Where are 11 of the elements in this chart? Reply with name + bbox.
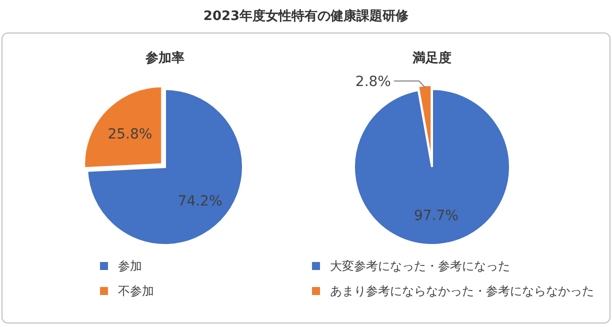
chart-title: 参加率 [144, 50, 184, 66]
legend-label: 大変参考になった・参考になった [330, 259, 510, 273]
legend-label: 参加 [118, 259, 142, 273]
text: 2023年度女性特有の健康課題研修 [203, 8, 410, 24]
data-label: 74.2% [178, 193, 222, 210]
legend-label: 不参加 [118, 284, 154, 298]
data-label: 97.7% [414, 208, 458, 224]
data-label: 25.8% [108, 126, 152, 143]
data-label: 2.8% [355, 74, 391, 90]
legend-label: あまり参考にならなかった・参考にならなかった [330, 284, 594, 298]
chart-title: 満足度 [412, 50, 452, 66]
